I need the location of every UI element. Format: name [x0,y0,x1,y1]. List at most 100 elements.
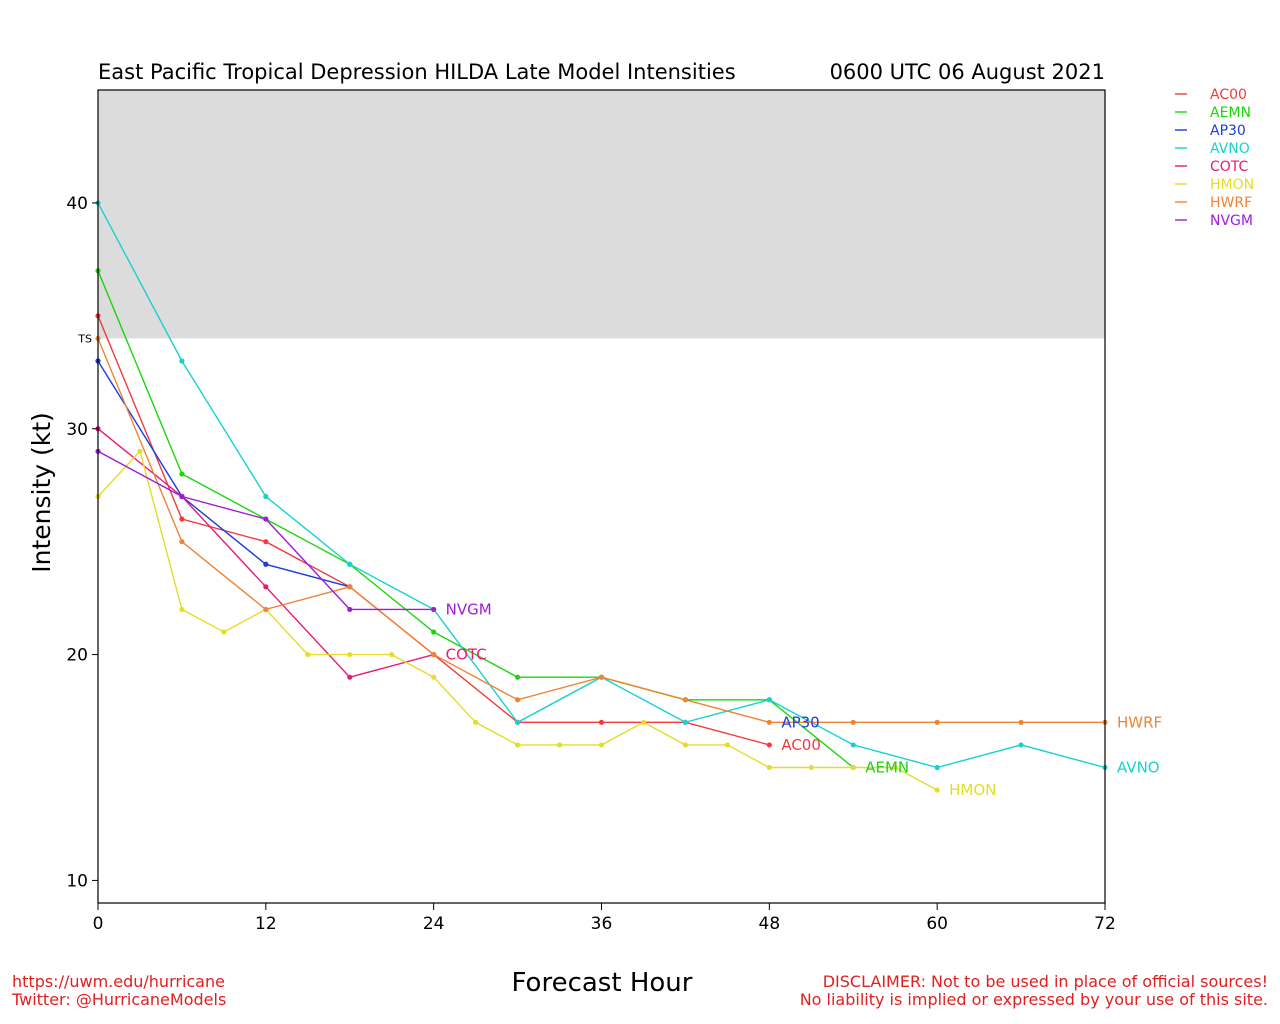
legend-label: AP30 [1210,123,1246,139]
x-tick-label: 12 [255,914,277,934]
data-point-avno [766,697,772,703]
website-url[interactable]: https://uwm.edu/hurricane [12,972,225,991]
end-label-aemn: AEMN [865,759,909,777]
y-tick-label: 10 [66,871,88,891]
x-axis-label: Forecast Hour [511,968,693,998]
data-point-hmon [389,651,395,658]
data-point-nvgm [347,606,353,613]
data-point-avno [179,358,185,364]
data-point-hwrf [1018,719,1024,725]
legend-label: NVGM [1210,213,1253,229]
data-point-avno [1018,742,1024,748]
series-line-ap30 [97,360,350,588]
data-point-aemn [431,629,437,635]
data-point-hmon [179,606,185,613]
data-point-hmon [766,764,772,771]
twitter-handle[interactable]: Twitter: @HurricaneModels [12,990,227,1009]
y-axis-label: Intensity (kt) [27,412,56,573]
axis-layer: 0 12 24 36 48 60 72 10 20 30 40 [66,194,1115,934]
series-line-ac00 [97,315,770,746]
y-tick-label: 20 [66,646,88,666]
data-point-hmon [934,787,940,793]
legend-label: HWRF [1210,195,1252,211]
data-point-ap30 [263,561,269,567]
end-label-cotc: COTC [446,646,487,664]
chart-title: East Pacific Tropical Depression HILDA L… [98,60,736,84]
end-label-layer: NVGM COTC AP30 AC00 AEMN HMON HWRF AVNO [446,600,1163,799]
legend-item-hwrf: HWRF [1175,195,1252,211]
end-label-hwrf: HWRF [1117,713,1162,731]
data-point-avno [514,719,521,725]
data-point-hwrf [431,651,437,658]
data-point-ac00 [766,742,772,748]
data-point-hmon [556,742,563,748]
data-point-avno [347,561,353,567]
series-ap30 [95,358,353,590]
x-tick-label: 72 [1094,914,1116,934]
legend-item-cotc: COTC [1175,159,1249,175]
x-tick-label: 48 [759,914,781,934]
data-point-hwrf [179,539,185,545]
disclaimer-line-1: DISCLAIMER: Not to be used in place of o… [822,972,1268,991]
data-point-avno [682,719,689,725]
data-point-avno [850,742,856,748]
data-point-hwrf [766,719,772,725]
series-line-cotc [97,428,434,678]
end-label-ap30: AP30 [781,713,819,731]
data-point-aemn [514,674,521,680]
tropical-storm-threshold-band [98,90,1105,339]
data-point-hmon [473,719,479,725]
data-point-nvgm [431,606,437,613]
series-line-hwrf [97,338,1105,723]
data-point-hmon [514,742,521,748]
disclaimer-line-2: No liability is implied or expressed by … [799,990,1268,1009]
y-tick-label: 40 [66,194,88,214]
legend-item-hmon: HMON [1175,177,1254,193]
end-label-nvgm: NVGM [446,600,492,618]
legend-item-avno: AVNO [1175,141,1250,157]
end-label-avno: AVNO [1117,759,1160,777]
legend: AC00 AEMN AP30 AVNO COTC HMON HWRF NVGM [1175,87,1254,229]
data-point-avno [263,493,269,500]
data-point-hmon [640,719,647,725]
data-point-ac00 [263,539,269,545]
x-tick-label: 36 [591,914,613,934]
data-point-hmon [137,448,143,454]
end-label-hmon: HMON [949,781,996,799]
data-point-hwrf [598,674,605,680]
footer-links: https://uwm.edu/hurricane Twitter: @Hurr… [12,973,226,1009]
legend-item-nvgm: NVGM [1175,213,1253,229]
legend-label: AC00 [1210,87,1247,103]
data-point-hmon [808,764,814,771]
legend-item-ac00: AC00 [1175,87,1247,103]
series-layer [95,200,1108,793]
data-point-nvgm [179,493,185,500]
data-point-hmon [892,764,898,771]
legend-item-aemn: AEMN [1175,105,1251,121]
data-point-ac00 [179,516,185,522]
end-label-ac00: AC00 [781,736,821,754]
data-point-hwrf [514,697,521,703]
y-tick-label: 30 [66,420,88,440]
data-point-cotc [263,584,269,590]
legend-label: AVNO [1210,141,1250,157]
data-point-nvgm [263,516,269,522]
legend-label: COTC [1210,159,1249,175]
series-hwrf [95,335,1108,725]
legend-label: AEMN [1210,105,1251,121]
data-point-hmon [305,651,311,658]
legend-item-ap30: AP30 [1175,123,1246,139]
ts-threshold-label: TS [77,332,92,345]
disclaimer: DISCLAIMER: Not to be used in place of o… [800,973,1268,1009]
series-cotc [95,426,437,680]
data-point-hmon [347,651,353,658]
data-point-hmon [598,742,605,748]
series-nvgm [95,448,437,613]
data-point-hwrf [263,606,269,613]
data-point-aemn [179,471,185,477]
chart-datetime: 0600 UTC 06 August 2021 [830,60,1105,84]
data-point-hmon [682,742,689,748]
x-tick-label: 0 [93,914,104,934]
data-point-hmon [431,674,437,680]
